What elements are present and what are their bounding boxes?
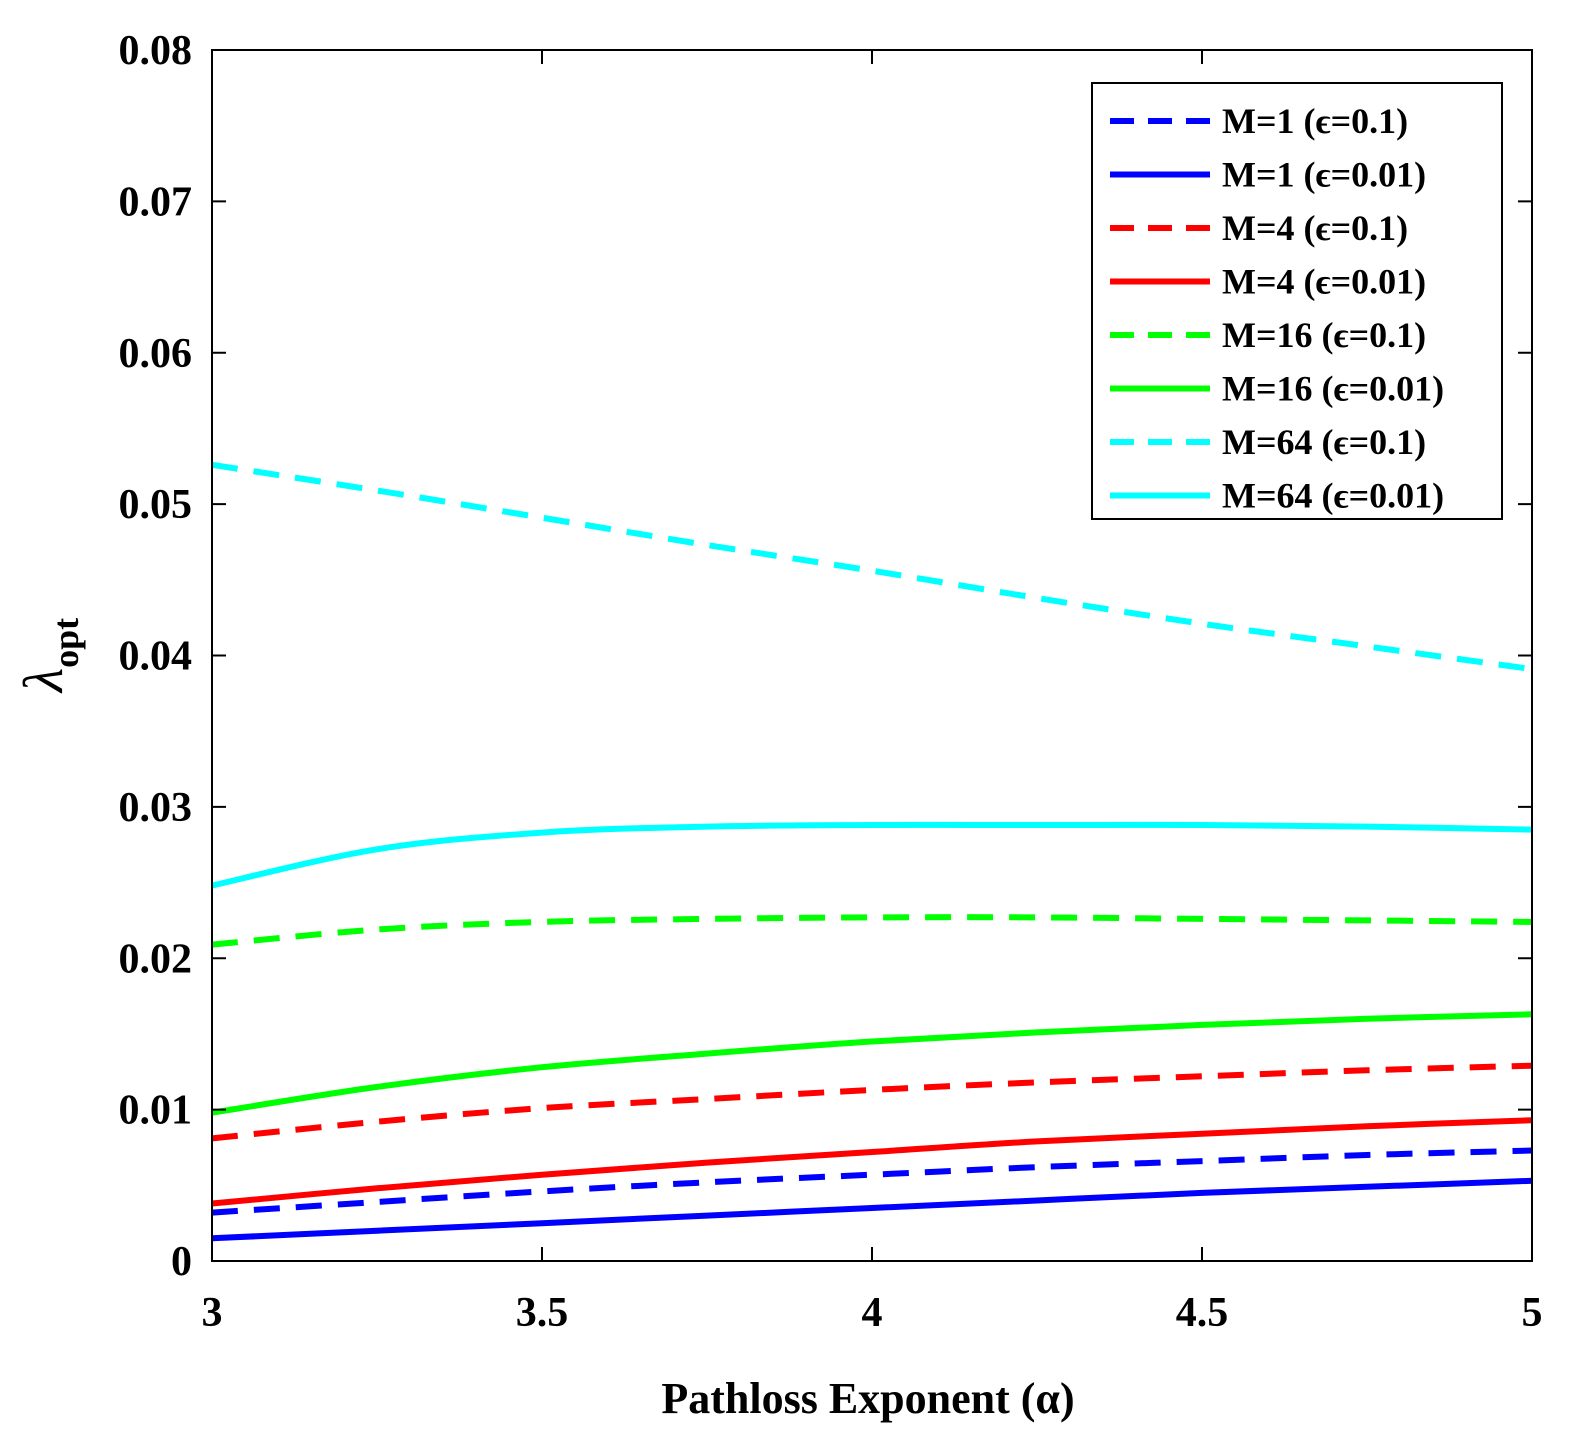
series-line-8: [211, 821, 1533, 889]
series-line-1: [211, 1147, 1533, 1216]
series-line-5: [211, 914, 1533, 948]
legend-label: M=1 (ϵ=0.01): [1222, 155, 1426, 195]
legend-label: M=1 (ϵ=0.1): [1222, 101, 1408, 141]
y-axis-title-symbol: λ: [13, 668, 75, 694]
legend-label: M=64 (ϵ=0.01): [1222, 476, 1444, 516]
x-tick-label: 5: [1522, 1290, 1543, 1336]
series-line-7: [211, 461, 1533, 673]
legend-label: M=64 (ϵ=0.1): [1222, 422, 1426, 462]
y-tick-labels: 0 0.01 0.02 0.03 0.04 0.05 0.06 0.07 0.08: [119, 28, 193, 1285]
y-tick-label: 0.04: [119, 634, 193, 680]
svg-text:λopt: λopt: [13, 618, 86, 694]
y-axis-title: λopt: [13, 618, 86, 694]
series-line-2: [211, 1177, 1533, 1242]
series-line-6: [211, 1011, 1533, 1116]
legend-box: [1091, 82, 1503, 520]
x-axis-title: Pathloss Exponent (α): [661, 1374, 1074, 1423]
legend-label: M=16 (ϵ=0.01): [1222, 369, 1444, 409]
y-tick-label: 0.02: [119, 936, 193, 982]
legend-label: M=4 (ϵ=0.1): [1222, 208, 1408, 248]
y-tick-label: 0.05: [119, 482, 193, 528]
x-tick-label: 3: [202, 1290, 223, 1336]
y-tick-label: 0.01: [119, 1088, 193, 1134]
y-tick-label: 0.07: [119, 179, 193, 225]
legend-label: M=16 (ϵ=0.1): [1222, 315, 1426, 355]
y-tick-label: 0.08: [119, 28, 193, 74]
x-tick-label: 4: [862, 1290, 883, 1336]
legend-label: M=4 (ϵ=0.01): [1222, 262, 1426, 302]
axes-layer: [211, 49, 1533, 1262]
series-line-4: [211, 1117, 1533, 1207]
x-tick-label: 3.5: [516, 1290, 569, 1336]
x-tick-labels: 3 3.5 4 4.5 5: [202, 1290, 1543, 1336]
y-axis-title-subscript: opt: [46, 618, 86, 668]
x-tick-label: 4.5: [1176, 1290, 1229, 1336]
y-tick-label: 0.03: [119, 785, 193, 831]
series-layer: [211, 461, 1533, 1242]
series-line-3: [211, 1062, 1533, 1142]
legend: M=1 (ϵ=0.1) M=1 (ϵ=0.01) M=4 (ϵ=0.1) M=4 (ϵ…: [1091, 82, 1503, 520]
y-tick-label: 0.06: [119, 331, 193, 377]
y-tick-label: 0: [171, 1239, 192, 1285]
